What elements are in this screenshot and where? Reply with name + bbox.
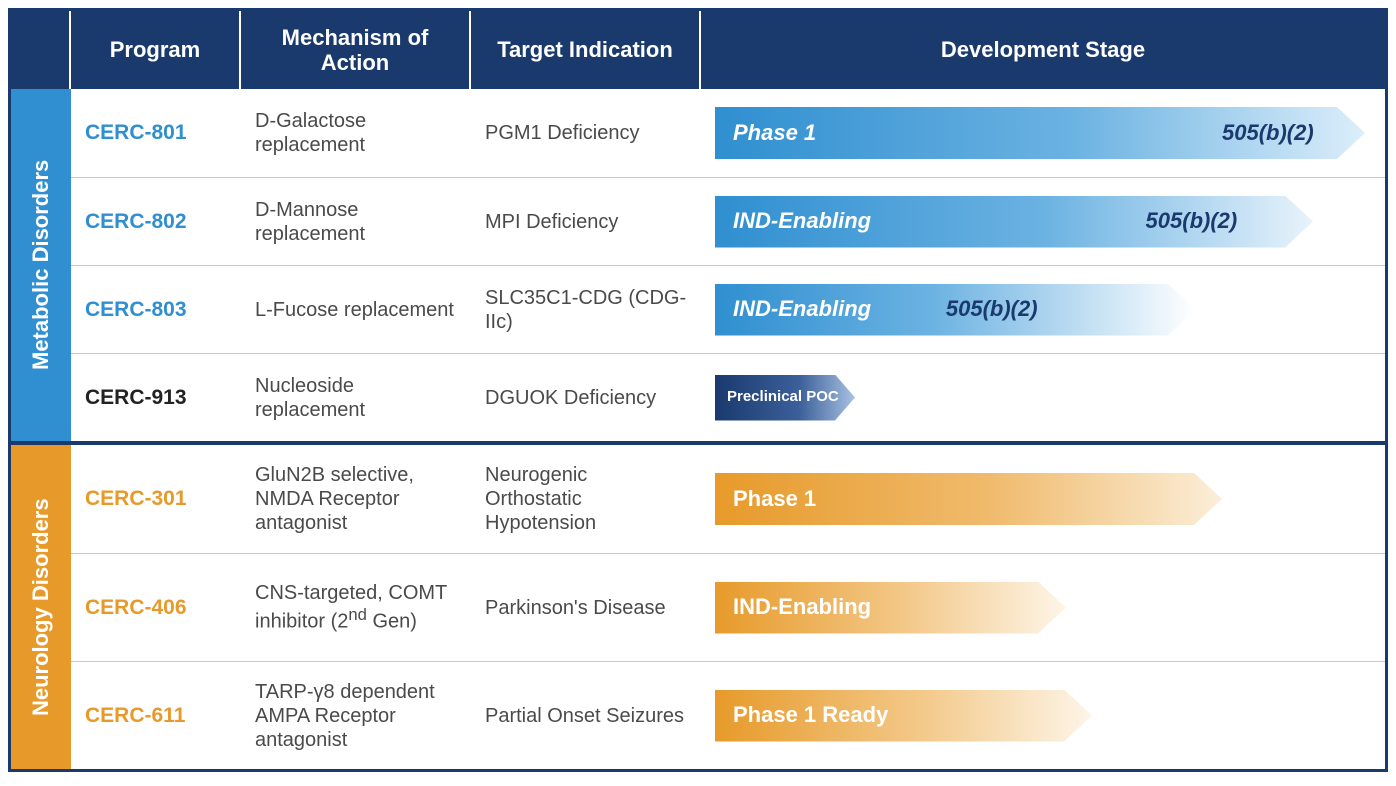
program-name: CERC-406 [71, 589, 241, 626]
mechanism-text: D-Mannose replacement [241, 192, 471, 252]
program-name: CERC-801 [71, 114, 241, 151]
stage-right-label: 505(b)(2) [1222, 120, 1314, 146]
stage-arrow: Preclinical POC [715, 375, 855, 421]
mechanism-text: L-Fucose replacement [241, 292, 471, 328]
table-row: CERC-913 Nucleoside replacement DGUOK De… [71, 353, 1385, 441]
mechanism-text: CNS-targeted, COMT inhibitor (2nd Gen) [241, 575, 471, 640]
stage-cell: IND-Enabling 505(b)(2) [701, 278, 1385, 342]
neurology-section: Neurology Disorders CERC-301 GluN2B sele… [11, 445, 1385, 769]
metabolic-rows: CERC-801 D-Galactose replacement PGM1 De… [71, 89, 1385, 441]
table-row: CERC-406 CNS-targeted, COMT inhibitor (2… [71, 553, 1385, 661]
table-row: CERC-802 D-Mannose replacement MPI Defic… [71, 177, 1385, 265]
stage-right-label: 505(b)(2) [946, 296, 1038, 322]
stage-label: IND-Enabling [733, 296, 871, 322]
stage-cell: Phase 1 505(b)(2) [701, 101, 1385, 165]
stage-cell: Phase 1 [701, 467, 1385, 531]
mechanism-text: TARP-γ8 dependent AMPA Receptor antagoni… [241, 674, 471, 758]
table-row: CERC-611 TARP-γ8 dependent AMPA Receptor… [71, 661, 1385, 769]
stage-label: Phase 1 [733, 120, 816, 146]
stage-arrow: Phase 1 [715, 473, 1222, 525]
program-name: CERC-301 [71, 480, 241, 517]
stage-arrow: IND-Enabling [715, 582, 1066, 634]
mechanism-text: Nucleoside replacement [241, 368, 471, 428]
program-name: CERC-611 [71, 697, 241, 734]
stage-right-label: 505(b)(2) [1146, 208, 1238, 234]
metabolic-section: Metabolic Disorders CERC-801 D-Galactose… [11, 89, 1385, 441]
indication-text: Parkinson's Disease [471, 590, 701, 626]
header-indication: Target Indication [471, 11, 701, 89]
stage-label: Phase 1 Ready [733, 702, 888, 728]
mechanism-text: GluN2B selective, NMDA Receptor antagoni… [241, 457, 471, 541]
stage-label: IND-Enabling [733, 208, 871, 234]
neurology-rows: CERC-301 GluN2B selective, NMDA Receptor… [71, 445, 1385, 769]
table-row: CERC-803 L-Fucose replacement SLC35C1-CD… [71, 265, 1385, 353]
pipeline-table: Program Mechanism of Action Target Indic… [8, 8, 1388, 772]
stage-arrow: IND-Enabling 505(b)(2) [715, 284, 1196, 336]
stage-arrow: Phase 1 505(b)(2) [715, 107, 1365, 159]
program-name: CERC-803 [71, 291, 241, 328]
indication-text: MPI Deficiency [471, 204, 701, 240]
indication-text: Partial Onset Seizures [471, 698, 701, 734]
header-row: Program Mechanism of Action Target Indic… [11, 11, 1385, 89]
stage-label: Preclinical POC [727, 389, 839, 406]
category-label-metabolic: Metabolic Disorders [11, 89, 71, 441]
stage-cell: Preclinical POC [701, 369, 1385, 427]
stage-label: IND-Enabling [733, 594, 871, 620]
category-label-neurology: Neurology Disorders [11, 445, 71, 769]
stage-arrow: IND-Enabling 505(b)(2) [715, 196, 1313, 248]
table-row: CERC-301 GluN2B selective, NMDA Receptor… [71, 445, 1385, 553]
stage-cell: Phase 1 Ready [701, 684, 1385, 748]
header-category-spacer [11, 11, 71, 89]
indication-text: PGM1 Deficiency [471, 115, 701, 151]
program-name: CERC-802 [71, 203, 241, 240]
stage-arrow: Phase 1 Ready [715, 690, 1092, 742]
program-name: CERC-913 [71, 379, 241, 416]
header-program: Program [71, 11, 241, 89]
stage-label: Phase 1 [733, 486, 816, 512]
stage-cell: IND-Enabling 505(b)(2) [701, 190, 1385, 254]
header-stage: Development Stage [701, 11, 1385, 89]
stage-cell: IND-Enabling [701, 576, 1385, 640]
indication-text: DGUOK Deficiency [471, 380, 701, 416]
indication-text: SLC35C1-CDG (CDG-IIc) [471, 280, 701, 340]
mechanism-text: D-Galactose replacement [241, 103, 471, 163]
indication-text: Neurogenic Orthostatic Hypotension [471, 457, 701, 541]
table-row: CERC-801 D-Galactose replacement PGM1 De… [71, 89, 1385, 177]
header-mechanism: Mechanism of Action [241, 11, 471, 89]
